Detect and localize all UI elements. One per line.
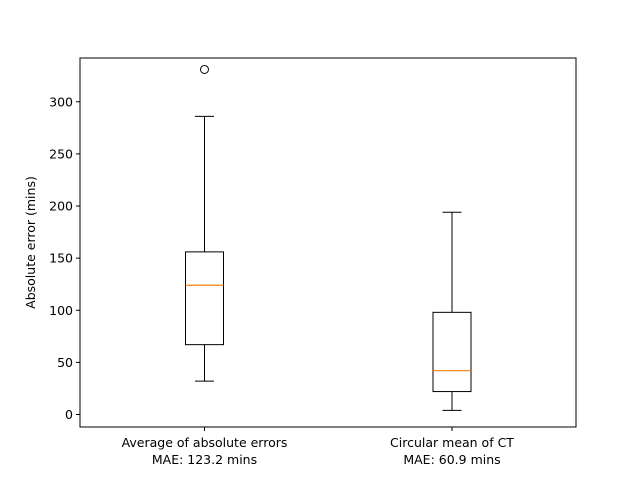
interquartile-box	[185, 251, 224, 346]
box-1	[185, 64, 224, 382]
y-tick-label: 200	[49, 199, 73, 214]
y-tick-label: 0	[65, 407, 73, 422]
axes-frame	[79, 57, 577, 428]
y-tick-label: 250	[49, 146, 73, 161]
x-axis: Average of absolute errors MAE: 123.2 min…	[122, 427, 514, 467]
plot-area	[185, 64, 472, 411]
x-tick-label-line2: MAE: 123.2 mins	[152, 452, 257, 467]
y-tick-label: 50	[57, 355, 73, 370]
x-tick-label-line2: MAE: 60.9 mins	[403, 452, 500, 467]
y-axis-label: Absolute error (mins)	[23, 176, 38, 309]
outlier-point	[200, 64, 209, 74]
x-tick-label-line1: Circular mean of CT	[390, 435, 514, 450]
y-tick-label: 150	[49, 251, 73, 266]
y-axis: 0 50 100 150 200 250 300	[49, 94, 80, 422]
interquartile-box	[432, 311, 472, 393]
box-2	[432, 211, 472, 411]
y-tick-label: 100	[49, 303, 73, 318]
x-tick-label-line1: Average of absolute errors	[122, 435, 288, 450]
y-tick-label: 300	[49, 94, 73, 109]
